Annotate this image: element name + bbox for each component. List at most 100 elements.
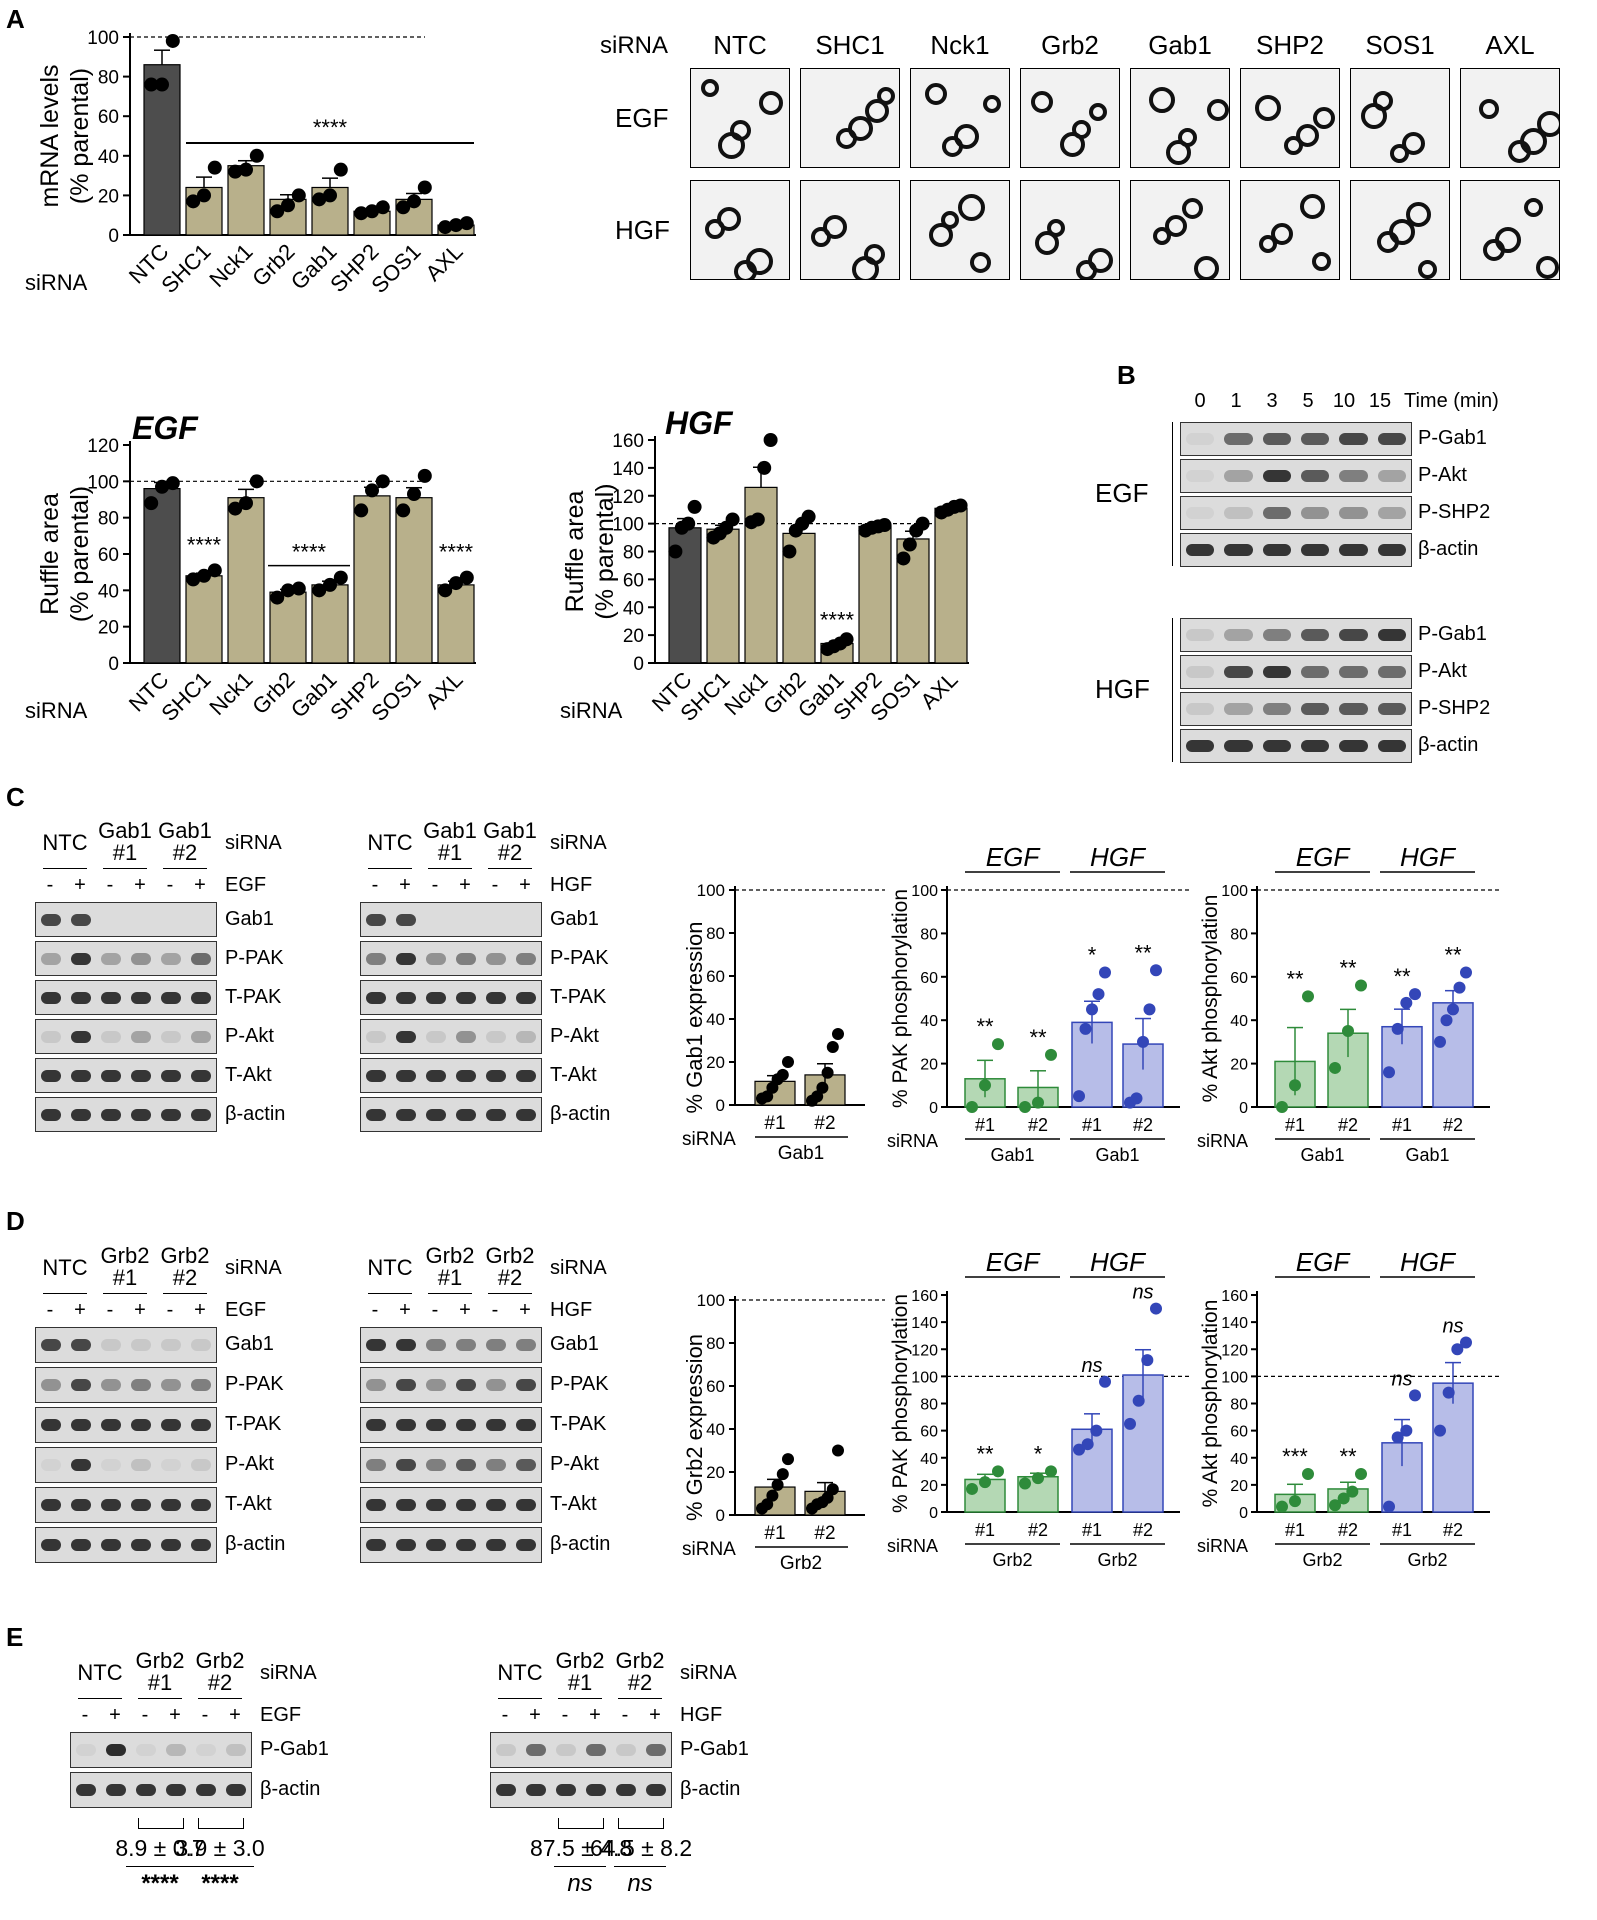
stim-sign: -: [431, 1299, 439, 1321]
quant-significance: ns: [567, 1870, 593, 1897]
blot-row: [1180, 496, 1412, 530]
data-point: [144, 496, 159, 511]
blot-band: [486, 991, 506, 1004]
chart-c-pak-phos: 0 20 40 60 80 100% PAK phosphorylation ** #1 ** #…: [887, 842, 1190, 1165]
row-label-T-PAK: T-PAK: [550, 1413, 607, 1435]
blot-band: [41, 1069, 61, 1082]
ruffle-ring: [958, 194, 985, 221]
blot-band: [1377, 507, 1406, 519]
sig-overline: [186, 1866, 254, 1867]
blot-band: [1301, 629, 1330, 641]
x-tick-label-Nck1: Nck1: [719, 667, 772, 720]
data-point: [1032, 1096, 1044, 1109]
stim-sign: -: [201, 1704, 209, 1726]
data-point: [992, 1465, 1004, 1478]
blot-strip: [35, 1097, 217, 1132]
data-point: [1124, 1417, 1136, 1430]
ruffle-ring: [759, 91, 783, 115]
row-label-T-PAK: T-PAK: [225, 1413, 282, 1435]
blot-band: [136, 1744, 156, 1756]
blot-band: [131, 991, 151, 1004]
blot-band: [556, 1744, 576, 1756]
data-point: [155, 479, 169, 494]
blot-band: [101, 1030, 121, 1043]
panel-letter-b: B: [1117, 360, 1136, 390]
chart-ruffle-egf: 0 20 40 60 80 100 120 Ruffle area (% parental) EG…: [25, 410, 476, 726]
blot-band: [396, 1108, 416, 1121]
stim-sign: -: [46, 1299, 54, 1321]
blot-band: [526, 1784, 546, 1796]
x-prefix-sirna: siRNA: [887, 1536, 938, 1556]
micro-image: [1020, 68, 1120, 168]
data-point: [396, 200, 411, 215]
data-point: [1045, 1048, 1057, 1061]
blot-panel-d-hgf: NTC Grb2 #1 Grb2 #2 siRNA - + - + - + HGF Gab1 P-PAK T-…: [360, 1245, 680, 1590]
lane-label: NTC: [42, 830, 88, 855]
blot-band: [161, 1108, 181, 1121]
blot-band: [161, 1379, 181, 1391]
group-bracket: [1172, 618, 1173, 762]
significance-label: *: [1034, 1441, 1043, 1466]
x-tick-label: #2: [1443, 1115, 1463, 1135]
ruffle-ring: [1402, 132, 1425, 155]
data-point: [1289, 1079, 1301, 1092]
row-label-P-SHP2: P-SHP2: [1418, 697, 1491, 719]
blot-band: [76, 1744, 96, 1756]
y-axis-label: (% parental): [66, 68, 94, 204]
sirna-label: siRNA: [225, 832, 282, 854]
data-point: [832, 1028, 844, 1041]
data-point: [811, 1090, 824, 1103]
blot-strip: [360, 1327, 542, 1363]
blot-band: [396, 913, 416, 926]
lane-label: Grb2 #1: [100, 1243, 150, 1290]
y-tick-label: 120: [87, 436, 119, 457]
blot-row: [360, 1407, 542, 1443]
micro-col-Nck1: Nck1: [930, 30, 990, 60]
quant-bracket: [138, 1818, 184, 1829]
data-point: [249, 474, 264, 489]
sirna-label: siRNA: [550, 832, 607, 854]
stim-label: HGF: [550, 1299, 593, 1321]
blot-band: [426, 1339, 446, 1351]
micro-col-Gab1: Gab1: [1148, 30, 1212, 60]
significance-label: *: [1088, 942, 1097, 967]
stim-sign: -: [106, 874, 114, 896]
x-tick-label-AXL: AXL: [420, 239, 467, 286]
data-point: [155, 77, 169, 92]
blot-band: [486, 1379, 506, 1391]
blot-band: [41, 1459, 61, 1471]
group-title: EGF: [986, 1247, 1042, 1277]
blot-strip: [70, 1772, 252, 1808]
row-label-P-Akt: P-Akt: [550, 1453, 599, 1475]
blot-band: [101, 1459, 121, 1471]
significance-label: ns: [1442, 1315, 1463, 1337]
blot-band: [101, 952, 121, 965]
data-point: [165, 33, 180, 48]
blot-band: [366, 991, 386, 1004]
micro-col-SOS1: SOS1: [1365, 30, 1435, 60]
blot-strip: [1180, 496, 1412, 530]
row-label-T-PAK: T-PAK: [550, 986, 607, 1008]
blot-band: [41, 991, 61, 1004]
blot-band: [456, 952, 476, 965]
sig-overline: [614, 1866, 666, 1867]
blot-band: [101, 1069, 121, 1082]
panel-letter-c: C: [6, 782, 25, 812]
blot-band: [486, 1539, 506, 1551]
row-label-P-PAK: P-PAK: [550, 1373, 609, 1395]
micro-image: [690, 180, 790, 280]
chart-gab1-expression: 0 20 40 60 80 100 % Gab1 expression #1 #2 Gab1 siR…: [682, 881, 885, 1164]
blot-band: [191, 1419, 211, 1431]
group-title: EGF: [986, 842, 1042, 872]
blot-band: [71, 1419, 91, 1431]
stim-sign: -: [46, 874, 54, 896]
blot-strip: [35, 1447, 217, 1483]
blot-strip: [360, 902, 542, 937]
blot-band: [1301, 433, 1330, 445]
blot-band: [516, 1379, 536, 1391]
stim-sign: +: [399, 1299, 411, 1321]
ruffle-ring: [1313, 107, 1335, 129]
y-axis-label: Ruffle area: [36, 493, 64, 615]
y-axis-label: % Akt phosphorylation: [1199, 1300, 1222, 1508]
data-point: [1434, 1035, 1446, 1048]
